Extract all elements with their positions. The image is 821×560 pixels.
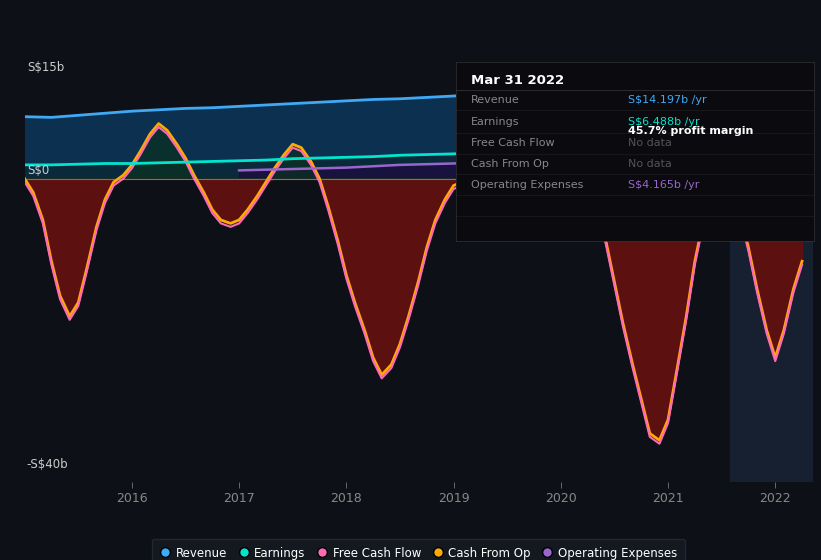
Text: Revenue: Revenue: [470, 95, 520, 105]
Text: S$0: S$0: [27, 164, 49, 176]
Legend: Revenue, Earnings, Free Cash Flow, Cash From Op, Operating Expenses: Revenue, Earnings, Free Cash Flow, Cash …: [152, 539, 686, 560]
Text: -S$40b: -S$40b: [27, 458, 68, 470]
Text: No data: No data: [628, 138, 672, 148]
Text: Mar 31 2022: Mar 31 2022: [470, 74, 564, 87]
Text: S$6.488b /yr: S$6.488b /yr: [628, 116, 699, 127]
Text: S$4.165b /yr: S$4.165b /yr: [628, 180, 699, 190]
Text: S$15b: S$15b: [27, 61, 64, 74]
Text: Free Cash Flow: Free Cash Flow: [470, 138, 554, 148]
Text: S$14.197b /yr: S$14.197b /yr: [628, 95, 707, 105]
Text: No data: No data: [628, 159, 672, 169]
Text: Cash From Op: Cash From Op: [470, 159, 548, 169]
Bar: [730, 62, 813, 482]
Text: Earnings: Earnings: [470, 116, 519, 127]
Text: 45.7% profit margin: 45.7% profit margin: [628, 125, 754, 136]
Text: Operating Expenses: Operating Expenses: [470, 180, 583, 190]
